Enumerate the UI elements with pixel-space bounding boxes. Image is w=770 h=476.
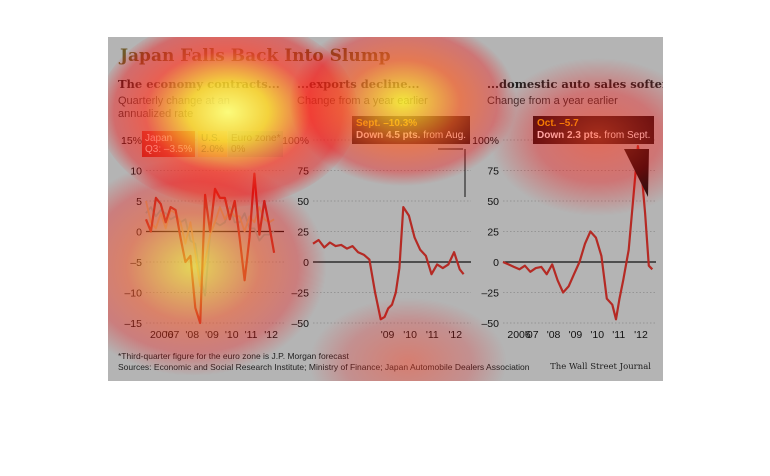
y-tick-label: 25 xyxy=(487,227,499,239)
y-tick-label: –5 xyxy=(130,257,142,269)
x-tick-label: '11 xyxy=(426,329,439,341)
x-tick-label: '12 xyxy=(264,329,278,341)
legend-us: U.S. 2.0% xyxy=(198,131,227,157)
y-tick-label: 0 xyxy=(136,227,142,239)
x-tick-label: '09 xyxy=(205,329,219,341)
legend-us-value: 2.0% xyxy=(201,144,224,155)
x-tick-label: '10 xyxy=(590,329,604,341)
y-tick-label: 15% xyxy=(121,135,142,147)
x-tick-label: '10 xyxy=(225,329,239,341)
y-tick-label: 100% xyxy=(282,135,309,147)
y-tick-label: –50 xyxy=(481,318,499,330)
legend-euro-name: Euro zone* xyxy=(231,133,281,144)
series-line xyxy=(502,144,654,321)
panel-2-callout-bold: Down 4.5 pts. xyxy=(356,130,421,141)
legend-euro-value: 0% xyxy=(231,144,246,155)
y-tick-label: –50 xyxy=(291,318,309,330)
x-tick-label: '07 xyxy=(166,329,180,341)
x-tick-label: '12 xyxy=(448,329,462,341)
series-line xyxy=(312,206,465,321)
x-tick-label: '09 xyxy=(381,329,395,341)
x-tick-label: 2006 xyxy=(507,329,531,341)
panel-2-callout: Sept. –10.3% Down 4.5 pts. from Aug. xyxy=(352,116,471,144)
y-tick-label: 50 xyxy=(487,196,499,208)
panel-3-title: ...domestic auto sales soften. xyxy=(487,77,663,91)
panel-2-title: ...exports decline... xyxy=(297,77,420,91)
credit: The Wall Street Journal xyxy=(550,362,651,372)
x-tick-label: '07 xyxy=(525,329,539,341)
panel-3-callout-line1: Oct. –5.7 xyxy=(537,118,579,129)
panel-1-title: The economy contracts... xyxy=(118,77,280,91)
panel-2-subtitle: Change from a year earlier xyxy=(297,95,428,107)
legend-euro-zone: Euro zone* 0% xyxy=(228,131,284,157)
y-tick-label: 5 xyxy=(136,196,142,208)
y-tick-label: 25 xyxy=(297,227,309,239)
y-tick-label: 0 xyxy=(303,257,309,269)
legend-us-name: U.S. xyxy=(201,133,221,144)
chart-figure: 15% 10 5 0 –5 –10 –15 2006'07'08'09'10'11'12 100… xyxy=(108,37,663,381)
footnote: *Third-quarter figure for the euro zone … xyxy=(118,351,349,361)
x-tick-label: '10 xyxy=(403,329,417,341)
x-tick-label: '12 xyxy=(634,329,648,341)
panel-1-subtitle: Quarterly change at an annualized rate xyxy=(118,95,230,120)
y-tick-label: 100% xyxy=(472,135,499,147)
panel-3-subtitle: Change from a year earlier xyxy=(487,95,618,107)
y-tick-label: 75 xyxy=(297,166,309,178)
legend-japan-value: Q3: –3.5% xyxy=(145,144,193,155)
y-tick-label: 10 xyxy=(130,166,142,178)
x-tick-label: '11 xyxy=(612,329,625,341)
x-tick-label: '11 xyxy=(245,329,258,341)
legend-japan-name: Japan xyxy=(145,133,173,144)
panel-3-callout-rest: from Sept. xyxy=(601,130,651,141)
sources: Sources: Economic and Social Research In… xyxy=(118,362,530,372)
y-tick-label: –15 xyxy=(124,318,142,330)
panel-3-callout-bold: Down 2.3 pts. xyxy=(537,130,602,141)
callout-leader xyxy=(624,149,649,197)
panel-2-callout-rest: from Aug. xyxy=(420,130,467,141)
chart-title: Japan Falls Back Into Slump xyxy=(120,46,391,66)
y-tick-label: –10 xyxy=(124,288,142,300)
y-tick-label: 50 xyxy=(297,196,309,208)
x-tick-label: '08 xyxy=(185,329,199,341)
panel-2-callout-line1: Sept. –10.3% xyxy=(356,118,418,129)
panel-3-callout: Oct. –5.7 Down 2.3 pts. from Sept. xyxy=(533,116,655,144)
series-line xyxy=(144,172,276,325)
y-tick-label: 75 xyxy=(487,166,499,178)
y-tick-label: –25 xyxy=(481,288,499,300)
y-tick-label: –25 xyxy=(291,288,309,300)
x-tick-label: '09 xyxy=(569,329,583,341)
y-tick-label: 0 xyxy=(493,257,499,269)
legend-japan: Japan Q3: –3.5% xyxy=(142,131,196,157)
x-tick-label: '08 xyxy=(547,329,561,341)
